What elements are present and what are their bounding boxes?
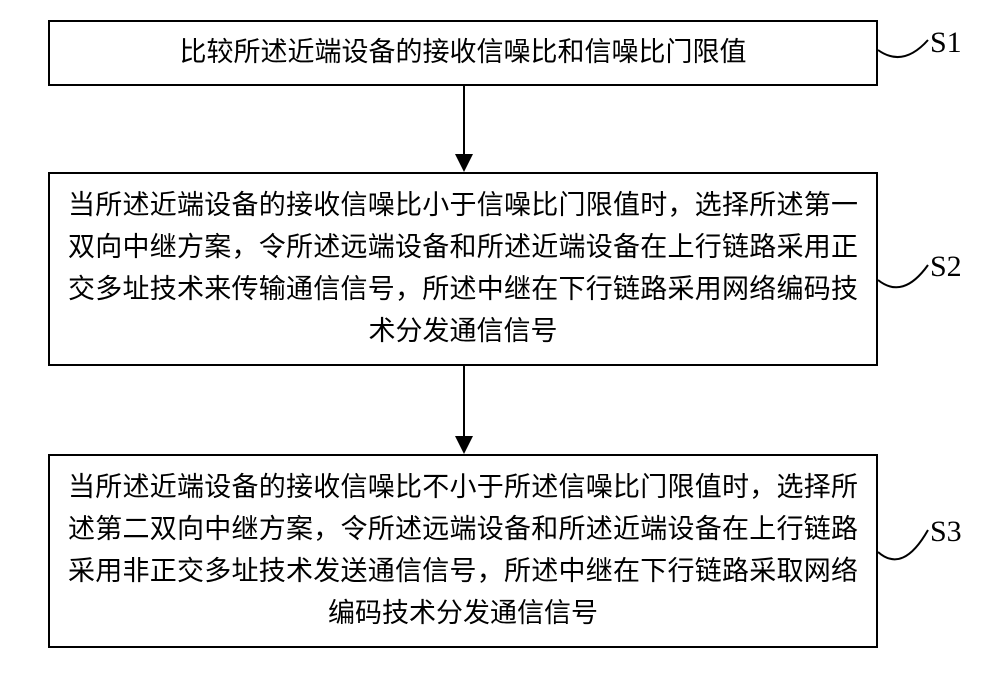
leader-2 (874, 504, 932, 578)
flow-node-s3: 当所述近端设备的接收信噪比不小于所述信噪比门限值时，选择所述第二双向中继方案，令… (48, 454, 878, 648)
flow-node-text: 比较所述近端设备的接收信噪比和信噪比门限值 (68, 32, 858, 74)
leader-1 (874, 241, 932, 304)
step-label-s2: S2 (930, 250, 962, 284)
arrow-head-0 (455, 154, 473, 172)
flow-node-text: 当所述近端设备的接收信噪比小于信噪比门限值时，选择所述第一双向中继方案，令所述远… (68, 185, 858, 352)
step-label-s3: S3 (930, 515, 962, 549)
step-label-s1: S1 (930, 26, 962, 60)
arrow-line-1 (463, 366, 465, 436)
arrow-head-1 (455, 436, 473, 454)
flow-node-s1: 比较所述近端设备的接收信噪比和信噪比门限值 (48, 20, 878, 86)
leader-0 (874, 18, 932, 72)
flow-node-s2: 当所述近端设备的接收信噪比小于信噪比门限值时，选择所述第一双向中继方案，令所述远… (48, 172, 878, 366)
flow-node-text: 当所述近端设备的接收信噪比不小于所述信噪比门限值时，选择所述第二双向中继方案，令… (68, 467, 858, 634)
arrow-line-0 (463, 86, 465, 154)
